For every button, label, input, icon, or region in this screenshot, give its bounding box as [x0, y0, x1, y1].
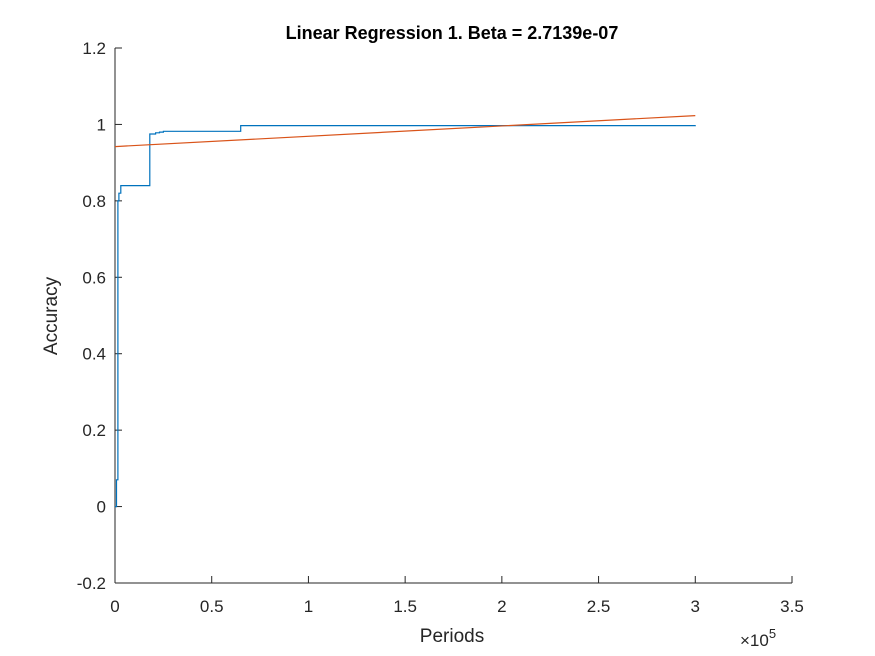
- y-tick-label: 0.2: [82, 421, 106, 440]
- y-tick-label: -0.2: [77, 574, 106, 593]
- accuracy-series-line: [115, 124, 696, 508]
- x-axis-label: Periods: [420, 626, 484, 647]
- x-axis: 0 0.5 1 1.5 2 2.5 3 3.5: [110, 576, 804, 616]
- y-tick-label: 0.8: [82, 192, 106, 211]
- x-tick-label: 3.5: [780, 597, 804, 616]
- x-axis-exponent-base: ×10: [740, 631, 769, 650]
- y-axis-label: Accuracy: [41, 276, 62, 355]
- x-tick-label: 2.5: [587, 597, 611, 616]
- y-axis: -0.2 0 0.2 0.4 0.6 0.8 1 1.2: [77, 39, 122, 593]
- y-tick-label: 1.2: [82, 39, 106, 58]
- y-tick-label: 0.4: [82, 345, 106, 364]
- x-tick-label: 1.5: [393, 597, 417, 616]
- plot-area: [114, 48, 792, 584]
- y-tick-label: 0: [97, 498, 106, 517]
- y-tick-label: 0.6: [82, 268, 106, 287]
- x-axis-exponent-power: 5: [769, 626, 776, 641]
- x-axis-exponent: ×105: [740, 626, 776, 650]
- x-tick-label: 1: [304, 597, 313, 616]
- chart-title: Linear Regression 1. Beta = 2.7139e-07: [286, 23, 619, 43]
- regression-fit-line: [114, 115, 696, 148]
- y-tick-label: 1: [97, 115, 106, 134]
- x-tick-label: 0: [110, 597, 119, 616]
- x-tick-label: 0.5: [200, 597, 224, 616]
- x-tick-label: 3: [691, 597, 700, 616]
- x-tick-label: 2: [497, 597, 506, 616]
- series-layer: [114, 115, 696, 508]
